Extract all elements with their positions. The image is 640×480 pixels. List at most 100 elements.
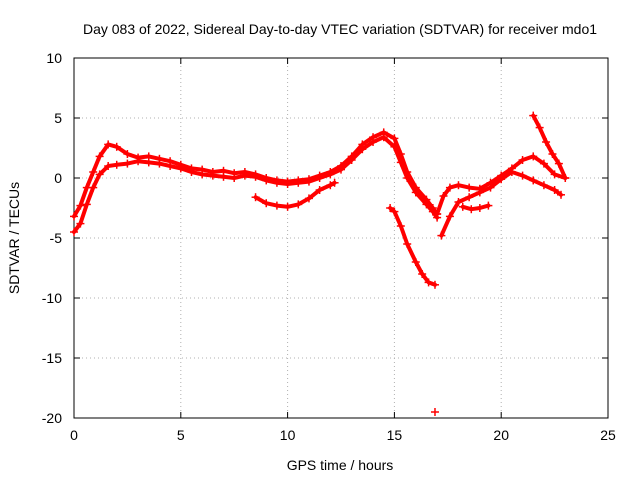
data-point bbox=[144, 158, 153, 167]
data-point bbox=[465, 193, 474, 202]
data-point bbox=[187, 168, 196, 176]
data-point bbox=[379, 133, 388, 142]
data-point bbox=[390, 207, 399, 216]
data-point bbox=[251, 193, 260, 202]
x-tick-label: 20 bbox=[493, 427, 509, 443]
data-point bbox=[70, 228, 78, 236]
data-point bbox=[272, 178, 281, 187]
data-point bbox=[166, 162, 175, 170]
data-point bbox=[262, 176, 271, 185]
series-trace-afternoon-fall bbox=[388, 206, 437, 287]
data-point bbox=[337, 165, 345, 174]
data-point bbox=[347, 156, 356, 164]
x-tick-label: 5 bbox=[177, 427, 185, 443]
data-point bbox=[112, 142, 121, 151]
data-point bbox=[561, 174, 570, 182]
data-point bbox=[454, 181, 463, 190]
data-point bbox=[529, 152, 538, 161]
data-point bbox=[294, 200, 303, 209]
data-point bbox=[529, 111, 538, 120]
chart-title: Day 083 of 2022, Sidereal Day-to-day VTE… bbox=[83, 21, 597, 37]
data-point bbox=[390, 134, 399, 143]
data-point bbox=[458, 202, 467, 211]
data-point bbox=[475, 204, 484, 212]
data-point bbox=[539, 181, 548, 190]
data-point bbox=[411, 188, 420, 197]
data-point bbox=[439, 192, 448, 200]
x-tick-label: 10 bbox=[280, 427, 296, 443]
y-tick-label: -15 bbox=[42, 350, 62, 366]
x-axis-label: GPS time / hours bbox=[287, 457, 394, 473]
data-point bbox=[403, 174, 412, 182]
data-point bbox=[104, 162, 113, 170]
y-tick-label: -10 bbox=[42, 290, 62, 306]
data-point bbox=[424, 278, 433, 287]
data-point bbox=[230, 174, 239, 182]
data-point bbox=[315, 186, 324, 194]
data-point bbox=[198, 170, 207, 179]
data-point bbox=[262, 199, 271, 208]
data-point bbox=[89, 168, 98, 176]
data-point bbox=[403, 240, 412, 248]
grid-lines bbox=[74, 58, 608, 418]
data-point bbox=[550, 170, 559, 179]
y-tick-label: 10 bbox=[46, 50, 62, 66]
x-tick-label: 25 bbox=[600, 427, 616, 443]
data-point bbox=[272, 201, 281, 210]
data-point bbox=[445, 212, 454, 221]
data-point bbox=[134, 157, 143, 166]
data-point bbox=[554, 159, 563, 168]
data-point bbox=[396, 158, 405, 167]
y-tick-label: 5 bbox=[54, 110, 62, 126]
data-point bbox=[251, 172, 260, 181]
data-point bbox=[304, 177, 313, 186]
data-point bbox=[518, 156, 527, 164]
data-point bbox=[535, 123, 544, 132]
y-tick-label: -20 bbox=[42, 410, 62, 426]
data-point bbox=[155, 159, 164, 168]
data-point bbox=[518, 171, 527, 180]
data-point bbox=[437, 231, 446, 240]
data-point bbox=[176, 164, 185, 173]
data-point bbox=[76, 201, 85, 210]
data-point bbox=[529, 176, 538, 185]
y-tick-label: 0 bbox=[54, 170, 62, 186]
data-point bbox=[430, 280, 439, 289]
data-point bbox=[208, 171, 217, 180]
data-point bbox=[475, 188, 484, 197]
data-point bbox=[326, 170, 335, 179]
data-point bbox=[294, 178, 303, 187]
data-point bbox=[330, 178, 339, 187]
data-point bbox=[358, 145, 367, 154]
data-point bbox=[369, 138, 378, 146]
data-point bbox=[539, 159, 548, 168]
data-point bbox=[89, 183, 98, 192]
y-tick-label: -5 bbox=[50, 230, 63, 246]
data-point bbox=[396, 222, 405, 230]
data-point bbox=[418, 270, 427, 278]
data-point bbox=[104, 140, 113, 149]
data-points bbox=[70, 111, 570, 416]
axis-ticks: 0 5 10 15 20 25 -20 -15 -10 -5 0 5 10 bbox=[42, 50, 616, 443]
data-point bbox=[76, 219, 85, 228]
data-point bbox=[390, 142, 399, 151]
data-point bbox=[467, 205, 476, 214]
data-point bbox=[430, 408, 439, 416]
data-point bbox=[326, 181, 335, 190]
data-point bbox=[283, 180, 292, 188]
data-point bbox=[542, 138, 551, 146]
data-point bbox=[123, 150, 132, 158]
data-point bbox=[445, 183, 454, 192]
data-point bbox=[484, 201, 493, 210]
y-axis-label: SDTVAR / TECUs bbox=[6, 182, 22, 294]
data-point bbox=[82, 200, 91, 209]
data-point bbox=[507, 168, 516, 176]
data-point bbox=[95, 152, 104, 161]
data-point bbox=[219, 172, 228, 181]
data-point bbox=[433, 210, 442, 218]
data-point bbox=[70, 212, 78, 221]
data-point bbox=[497, 175, 506, 184]
x-tick-label: 15 bbox=[387, 427, 403, 443]
